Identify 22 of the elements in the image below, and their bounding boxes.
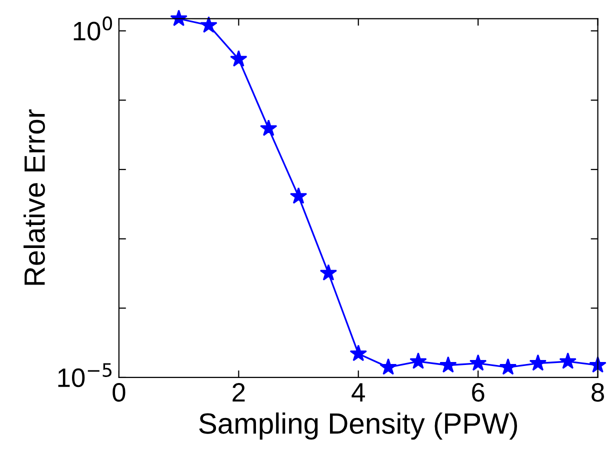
point bbox=[260, 119, 278, 136]
point bbox=[440, 356, 457, 373]
x-tick-label: 2 bbox=[232, 383, 245, 402]
point bbox=[290, 187, 308, 204]
point bbox=[469, 354, 487, 371]
x-tick-label: 8 bbox=[592, 383, 604, 402]
point bbox=[320, 264, 338, 281]
x-axis-title: Sampling Density (PPW) bbox=[199, 412, 518, 440]
point bbox=[230, 50, 248, 67]
point bbox=[200, 16, 218, 33]
y-tick-label: 10$^{0}$ bbox=[74, 16, 112, 40]
point bbox=[559, 352, 576, 369]
point bbox=[380, 358, 397, 375]
point bbox=[529, 354, 547, 371]
point bbox=[499, 358, 517, 375]
point bbox=[350, 344, 367, 362]
y-tick-label: 10$^{−5}$ bbox=[58, 363, 112, 388]
y-axis-title: Relative Error bbox=[24, 109, 45, 285]
x-tick-label: 4 bbox=[352, 383, 365, 402]
x-tick-label: 0 bbox=[112, 383, 126, 402]
x-tick-label: 6 bbox=[472, 383, 484, 402]
point bbox=[410, 352, 427, 369]
